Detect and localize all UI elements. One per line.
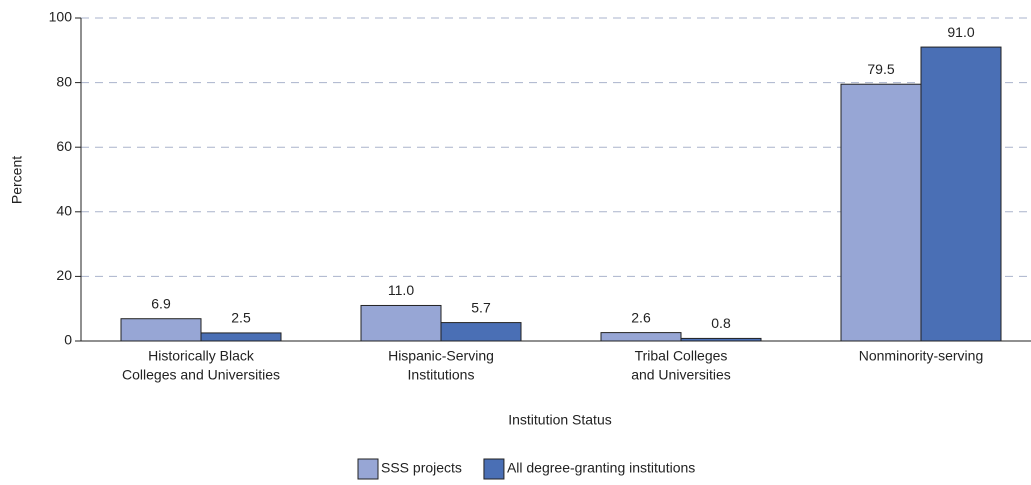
bar [440, 322, 522, 342]
legend-swatch [357, 458, 379, 480]
data-label: 5.7 [471, 299, 491, 315]
x-tick-label: Hispanic-Serving [388, 348, 494, 364]
x-tick-label: Colleges and Universities [122, 367, 280, 383]
data-label: 2.5 [231, 310, 251, 326]
data-label: 11.0 [388, 282, 414, 298]
y-tick-label: 0 [64, 332, 72, 348]
data-label: 79.5 [867, 61, 894, 77]
bar [600, 332, 682, 342]
legend-label: SSS projects [381, 460, 462, 476]
legend-swatch [483, 458, 505, 480]
y-axis-label: Percent [9, 156, 25, 204]
bar [840, 83, 922, 342]
bar [680, 337, 762, 342]
data-label: 0.8 [711, 315, 731, 331]
x-tick-label: Nonminority-serving [859, 348, 983, 364]
x-tick-label: and Universities [631, 367, 731, 383]
x-tick-label: Institutions [408, 367, 475, 383]
y-tick-label: 100 [49, 9, 73, 25]
x-tick-label: Historically Black [148, 348, 255, 364]
y-tick-label: 40 [56, 203, 72, 219]
data-label: 2.6 [631, 309, 651, 325]
x-axis-label: Institution Status [508, 412, 612, 428]
data-label: 6.9 [151, 295, 171, 311]
bar [920, 46, 1002, 342]
y-tick-label: 60 [56, 138, 72, 154]
data-label: 91.0 [947, 24, 974, 40]
bar [200, 332, 282, 342]
legend-label: All degree-granting institutions [507, 460, 695, 476]
bar [360, 304, 442, 342]
y-tick-label: 80 [56, 73, 72, 89]
y-tick-label: 20 [56, 267, 72, 283]
bar [120, 318, 202, 342]
x-tick-label: Tribal Colleges [635, 348, 728, 364]
